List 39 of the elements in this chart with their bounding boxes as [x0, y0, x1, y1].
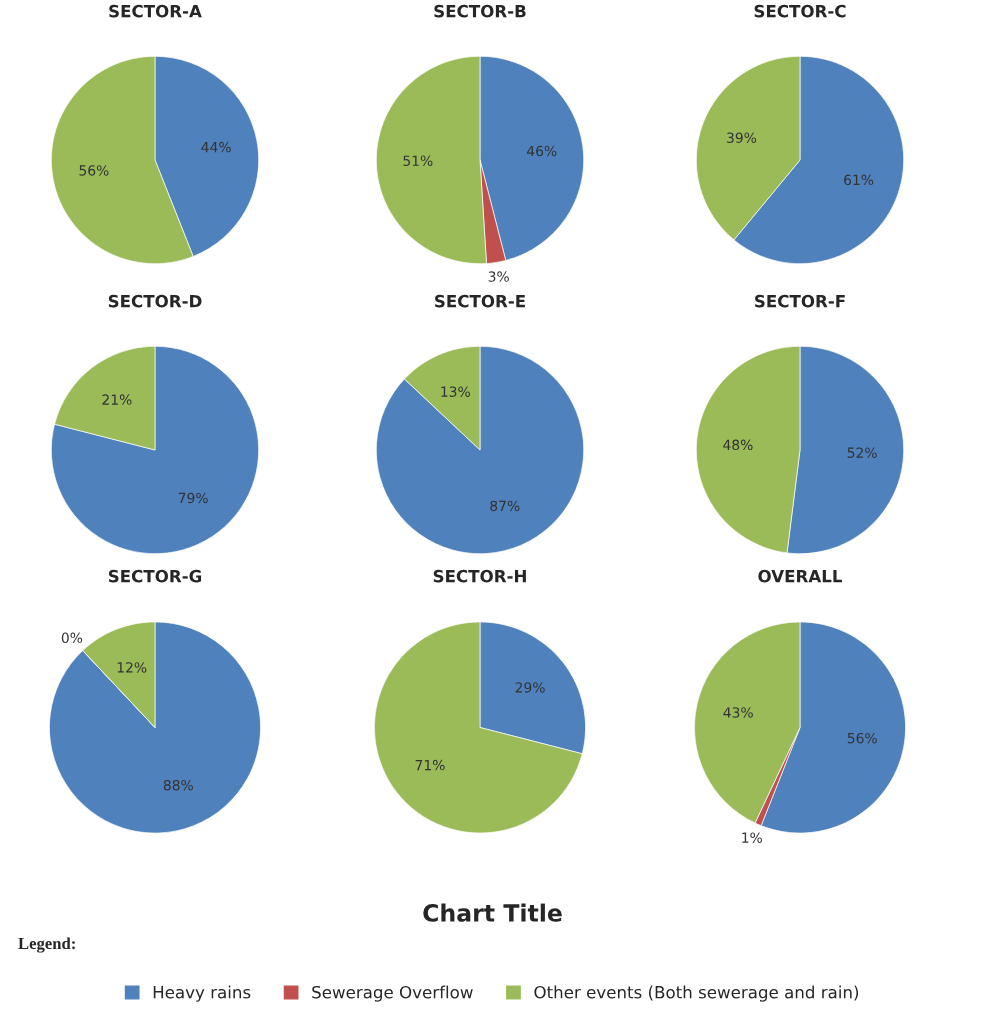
chart-title: SECTOR-A — [109, 4, 202, 18]
data-label: 56% — [79, 165, 109, 176]
legend-label: Heavy rains — [153, 985, 251, 1002]
legend-label: Other events (Both sewerage and rain) — [534, 985, 859, 1002]
data-label: 88% — [163, 779, 193, 791]
legend-label: Sewerage Overflow — [312, 985, 473, 1002]
text: Chart Title — [423, 903, 562, 922]
data-label: 52% — [847, 447, 877, 458]
data-label: 29% — [515, 682, 545, 693]
data-label: 44% — [201, 141, 231, 153]
chart-title: SECTOR-C — [754, 4, 846, 18]
text: 0% — [61, 632, 83, 644]
data-label: 13% — [441, 386, 470, 397]
data-label: 61% — [844, 174, 874, 186]
chart-title: SECTOR-E — [435, 294, 525, 308]
pie-slice — [374, 621, 583, 834]
chart-title: SECTOR-G — [108, 569, 202, 583]
data-label: 51% — [403, 155, 433, 166]
data-label: 56% — [847, 732, 877, 744]
pie-slice — [375, 345, 585, 555]
pie-slice — [49, 621, 261, 834]
pie-slice — [50, 345, 260, 555]
chart-title: SECTOR-D — [108, 294, 202, 308]
data-label: 87% — [490, 500, 520, 512]
data-label: 39% — [727, 132, 757, 143]
data-label: 43% — [723, 707, 753, 718]
data-label: 79% — [178, 492, 208, 504]
chart-title: SECTOR-H — [433, 569, 526, 583]
data-label: 46% — [526, 145, 557, 157]
data-label: 3% — [488, 271, 509, 282]
chart-title: SECTOR-B — [434, 4, 526, 18]
data-label: 48% — [723, 439, 753, 451]
data-label: 12% — [117, 662, 147, 673]
text: Legend: — [18, 937, 75, 953]
chart-title: SECTOR-F — [755, 294, 845, 308]
data-label: 71% — [415, 759, 445, 771]
chart-title: OVERALL — [758, 569, 843, 583]
data-label: 1% — [742, 832, 763, 843]
data-label: 21% — [102, 394, 132, 405]
